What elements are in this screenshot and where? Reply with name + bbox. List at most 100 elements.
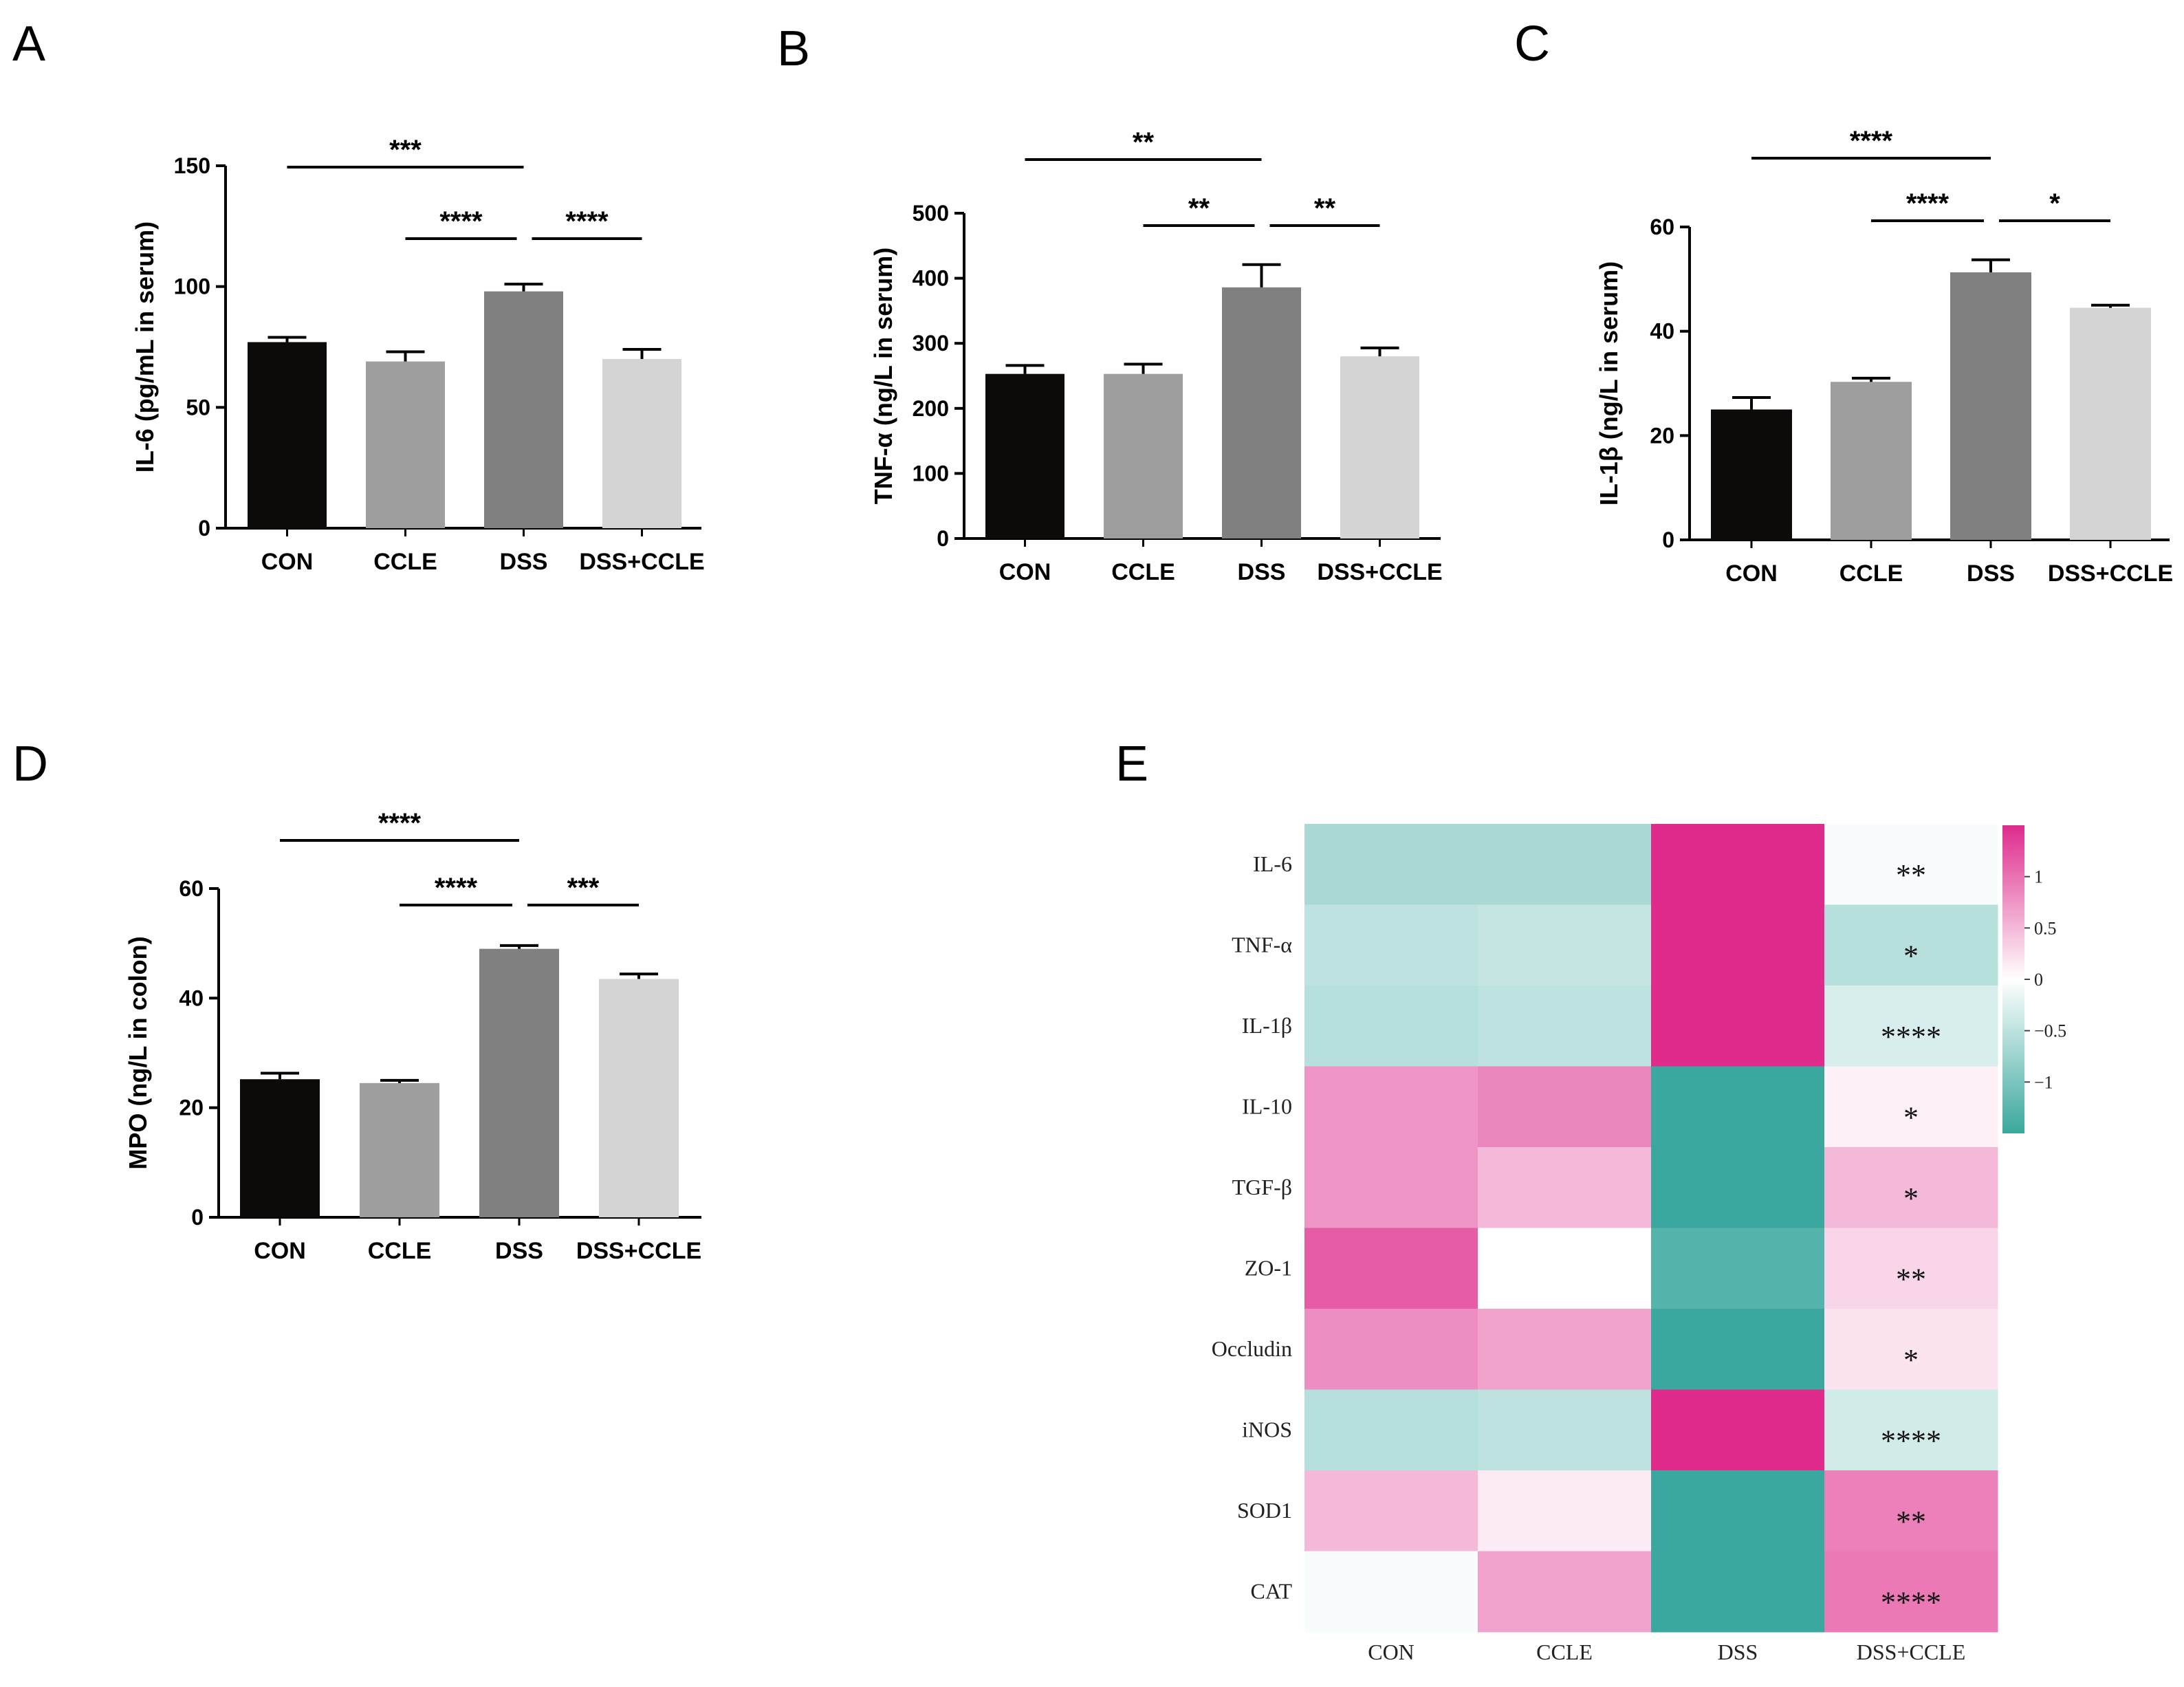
heatmap-cell xyxy=(1478,824,1652,905)
heatmap-row-label: CAT xyxy=(1251,1578,1293,1603)
significance-label: **** xyxy=(439,206,483,237)
heatmap-cell xyxy=(1304,1066,1478,1148)
heatmap-cell xyxy=(1304,824,1478,905)
heatmap-cell xyxy=(1651,1551,1825,1633)
heatmap-cell xyxy=(1651,986,1825,1067)
y-tick-label: 60 xyxy=(179,876,204,901)
y-tick-label: 100 xyxy=(913,461,949,486)
color-legend-bar xyxy=(2002,825,2024,1133)
heatmap-cell xyxy=(1478,1228,1652,1309)
y-tick-label: 50 xyxy=(186,395,210,420)
significance-label: **** xyxy=(378,808,422,838)
x-tick-label: DSS xyxy=(500,549,548,575)
y-axis-title: IL-1β (ng/L in serum) xyxy=(1595,261,1623,505)
heatmap-cell xyxy=(1651,824,1825,905)
significance-label: ** xyxy=(1133,127,1155,157)
legend-tick-label: −0.5 xyxy=(2034,1021,2066,1041)
heatmap-cell xyxy=(1304,904,1478,986)
heatmap-row-label: iNOS xyxy=(1242,1417,1292,1441)
panel-label: C xyxy=(1514,17,1550,72)
bar-dss-ccle xyxy=(602,359,681,528)
heatmap-cell xyxy=(1304,1551,1478,1633)
x-tick-label: CON xyxy=(999,559,1051,585)
heatmap-row-label: SOD1 xyxy=(1237,1498,1292,1523)
y-tick-label: 0 xyxy=(198,516,210,541)
heatmap-star: **** xyxy=(1881,1424,1941,1457)
y-tick-label: 20 xyxy=(1650,423,1674,448)
heatmap-cell xyxy=(1824,824,1998,905)
y-tick-label: 150 xyxy=(174,153,210,178)
heatmap-cell xyxy=(1651,1389,1825,1471)
x-tick-label: DSS xyxy=(1967,560,2015,587)
bar-con xyxy=(240,1079,320,1217)
heatmap-cell xyxy=(1824,986,1998,1067)
bar-con xyxy=(1711,409,1792,540)
heatmap-cell xyxy=(1824,1228,1998,1309)
heatmap-star: * xyxy=(1903,939,1919,972)
heatmap-cell xyxy=(1824,1470,1998,1552)
heatmap-cell xyxy=(1304,1470,1478,1552)
y-tick-label: 0 xyxy=(937,526,949,551)
heatmap-star: ** xyxy=(1896,1505,1926,1538)
bar-con xyxy=(985,373,1064,538)
bar-dss xyxy=(1222,287,1301,538)
heatmap-cell xyxy=(1304,1389,1478,1471)
heatmap-cell xyxy=(1651,1066,1825,1148)
y-tick-label: 40 xyxy=(179,986,204,1010)
x-tick-label: DSS xyxy=(495,1238,543,1264)
heatmap-cell xyxy=(1824,1389,1998,1471)
bar-dss-ccle xyxy=(1340,356,1419,538)
heatmap-cell xyxy=(1651,1228,1825,1309)
heatmap-cell xyxy=(1478,986,1652,1067)
y-tick-label: 500 xyxy=(913,201,949,226)
y-tick-label: 20 xyxy=(179,1096,204,1120)
heatmap-row-label: TGF-β xyxy=(1232,1175,1292,1199)
x-tick-label: CON xyxy=(254,1238,306,1264)
legend-tick-label: 1 xyxy=(2034,867,2043,887)
x-tick-label: DSS xyxy=(1238,559,1286,585)
legend-tick-label: −1 xyxy=(2034,1072,2053,1092)
bar-con xyxy=(248,342,327,528)
y-tick-label: 40 xyxy=(1650,319,1674,344)
significance-label: **** xyxy=(1850,126,1893,156)
y-tick-label: 100 xyxy=(174,274,210,299)
heatmap-cell xyxy=(1478,1066,1652,1148)
heatmap-col-label: DSS+CCLE xyxy=(1857,1640,1966,1664)
legend-tick-label: 0.5 xyxy=(2034,918,2057,938)
heatmap-col-label: DSS xyxy=(1718,1640,1758,1664)
heatmap-cell xyxy=(1651,904,1825,986)
bar-ccle xyxy=(1104,373,1183,538)
panel-a: A 0 50 100 150 IL-6 (pg/mL in serum) CON CCLE DS… xyxy=(12,17,705,575)
bar-dss xyxy=(479,948,559,1217)
heatmap-row-label: TNF-α xyxy=(1232,932,1292,957)
legend-tick-label: 0 xyxy=(2034,970,2043,990)
heatmap-row-label: IL-10 xyxy=(1242,1093,1292,1118)
bar-dss-ccle xyxy=(599,979,679,1217)
y-tick-label: 0 xyxy=(191,1205,204,1230)
x-tick-label: CCLE xyxy=(368,1238,432,1264)
significance-label: ** xyxy=(1314,193,1336,224)
heatmap-cell xyxy=(1478,904,1652,986)
significance-label: **** xyxy=(435,873,478,903)
heatmap-col-label: CCLE xyxy=(1536,1640,1593,1664)
bar-ccle xyxy=(366,361,445,528)
y-tick-label: 300 xyxy=(913,331,949,356)
heatmap-star: ** xyxy=(1896,1262,1926,1296)
heatmap-star: **** xyxy=(1881,1585,1941,1619)
heatmap-cell xyxy=(1651,1147,1825,1228)
significance-label: ** xyxy=(1188,193,1210,224)
heatmap-cell xyxy=(1824,1551,1998,1633)
heatmap-row-label: IL-1β xyxy=(1242,1013,1292,1038)
x-tick-label: CCLE xyxy=(1839,560,1903,587)
heatmap-star: **** xyxy=(1881,1020,1941,1054)
x-tick-label: CCLE xyxy=(373,549,437,575)
x-tick-label: CON xyxy=(261,549,314,575)
heatmap-star: * xyxy=(1903,1182,1919,1215)
heatmap-cell xyxy=(1304,1309,1478,1390)
significance-label: *** xyxy=(389,135,422,165)
panel-label: E xyxy=(1115,737,1148,792)
heatmap-cell xyxy=(1478,1470,1652,1552)
x-tick-label: DSS+CCLE xyxy=(1317,559,1442,585)
heatmap-cell xyxy=(1651,1470,1825,1552)
y-tick-label: 200 xyxy=(913,396,949,421)
